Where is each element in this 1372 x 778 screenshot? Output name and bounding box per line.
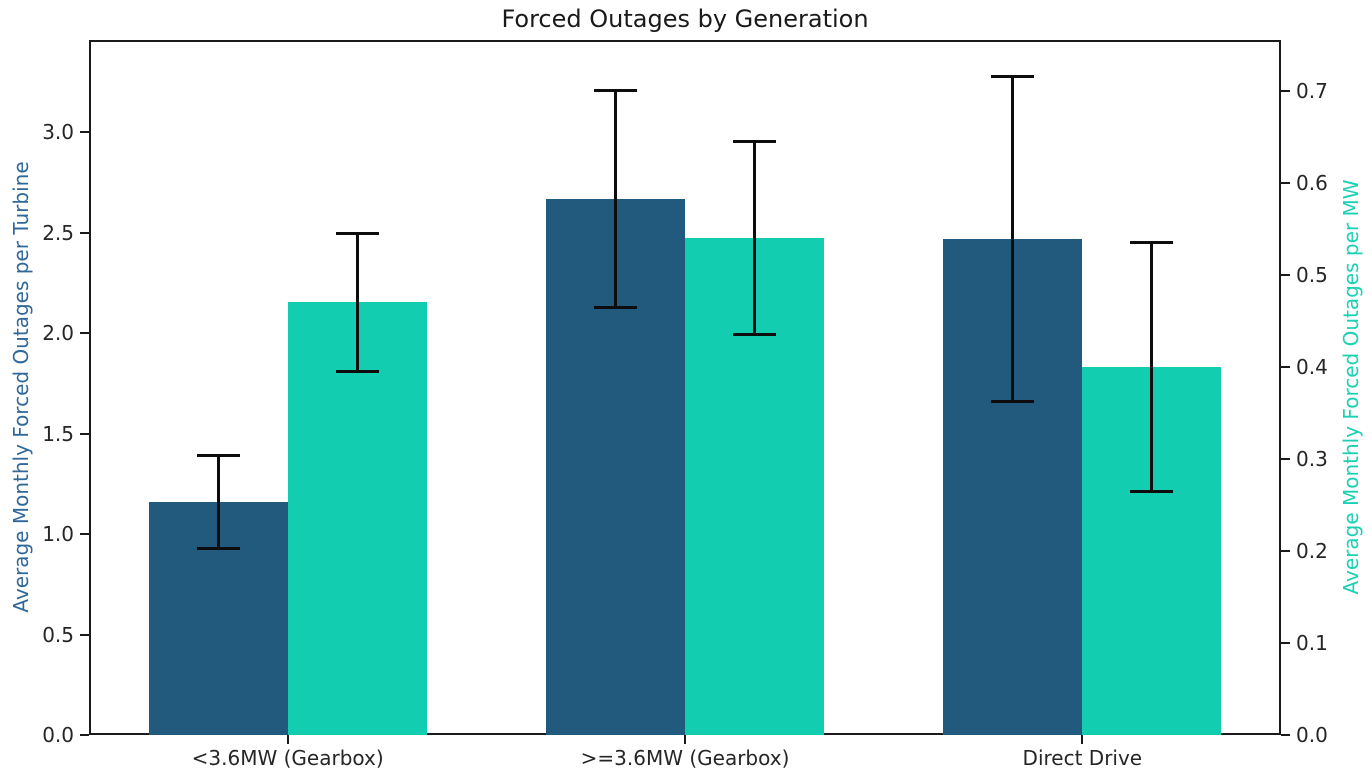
right-y-tick-mark — [1281, 273, 1290, 276]
error-bar-cap-bottom-per-mw-0 — [335, 369, 379, 373]
right-y-tick-mark — [1281, 734, 1290, 736]
right-y-tick-label: 0.0 — [1296, 723, 1328, 747]
error-bar-line-per-mw-0 — [355, 233, 359, 372]
x-tick-mark — [1081, 735, 1084, 744]
left-y-tick-mark — [80, 131, 89, 134]
error-bar-cap-top-per-mw-0 — [335, 231, 379, 235]
right-y-tick-mark — [1281, 365, 1290, 368]
error-bar-cap-top-per-mw-2 — [1130, 241, 1174, 245]
error-bar-cap-bottom-per-turbine-1 — [593, 305, 637, 309]
error-bar-cap-bottom-per-turbine-0 — [196, 546, 240, 550]
right-y-tick-mark — [1281, 641, 1290, 644]
right-y-tick-label: 0.3 — [1296, 446, 1328, 471]
error-bar-line-per-turbine-0 — [216, 455, 220, 549]
left-y-tick-label: 2.5 — [42, 220, 74, 245]
right-y-tick-mark — [1281, 181, 1290, 184]
right-y-tick-label: 0.7 — [1296, 78, 1328, 103]
error-bar-line-per-mw-1 — [753, 141, 757, 335]
chart-title: Forced Outages by Generation — [501, 5, 869, 33]
left-y-tick-label: 0.0 — [42, 723, 74, 747]
left-y-tick-label: 0.5 — [42, 622, 74, 647]
x-tick-mark — [286, 735, 289, 744]
error-bar-cap-top-per-turbine-0 — [196, 454, 240, 458]
error-bar-line-per-turbine-1 — [613, 90, 617, 308]
error-bar-line-per-mw-2 — [1150, 242, 1154, 492]
error-bar-cap-bottom-per-turbine-2 — [991, 400, 1035, 404]
right-y-tick-label: 0.5 — [1296, 262, 1328, 287]
error-bar-cap-bottom-per-mw-2 — [1130, 489, 1174, 493]
right-y-tick-label: 0.4 — [1296, 354, 1328, 379]
bar-per-mw-0 — [287, 302, 427, 735]
x-tick-label: Direct Drive — [1022, 746, 1143, 770]
right-y-tick-label: 0.2 — [1296, 538, 1328, 563]
x-tick-mark — [684, 735, 686, 744]
right-y-tick-label: 0.1 — [1296, 630, 1328, 655]
left-y-tick-label: 3.0 — [42, 120, 74, 145]
right-y-tick-mark — [1281, 89, 1290, 92]
error-bar-cap-top-per-turbine-1 — [593, 88, 637, 92]
right-y-tick-mark — [1281, 549, 1290, 552]
left-y-tick-label: 1.5 — [42, 421, 74, 446]
left-y-tick-mark — [80, 734, 89, 736]
left-y-tick-mark — [80, 533, 89, 536]
error-bar-line-per-turbine-2 — [1011, 76, 1015, 402]
right-y-tick-mark — [1281, 457, 1290, 460]
right-axis-label: Average Monthly Forced Outages per MW — [1339, 179, 1363, 595]
left-y-tick-mark — [80, 231, 89, 234]
right-y-tick-label: 0.6 — [1296, 170, 1328, 195]
left-y-tick-label: 2.0 — [42, 321, 74, 346]
x-tick-label: <3.6MW (Gearbox) — [191, 746, 384, 770]
left-y-tick-mark — [80, 432, 89, 435]
left-y-tick-label: 1.0 — [42, 522, 74, 547]
x-tick-label: >=3.6MW (Gearbox) — [580, 746, 790, 770]
error-bar-cap-top-per-turbine-2 — [991, 74, 1035, 78]
left-y-tick-mark — [80, 633, 89, 636]
error-bar-cap-top-per-mw-1 — [733, 139, 777, 143]
left-y-tick-mark — [80, 332, 89, 335]
error-bar-cap-bottom-per-mw-1 — [733, 333, 777, 337]
